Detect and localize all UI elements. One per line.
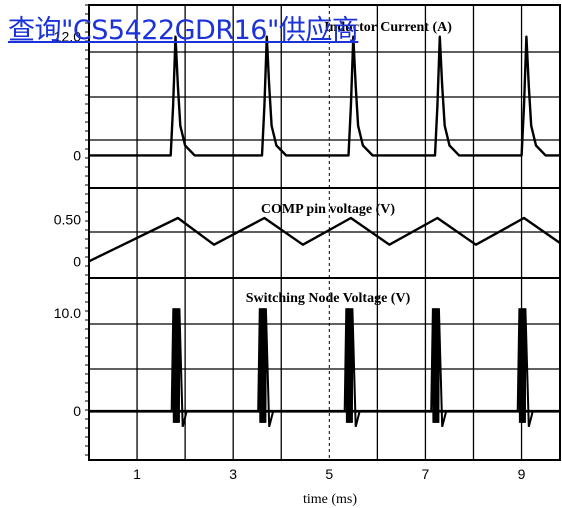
- switching-burst: [516, 308, 534, 428]
- x-tick-label: 3: [229, 466, 237, 482]
- series-line: [89, 35, 560, 157]
- burst-fill: [259, 308, 266, 423]
- x-tick-label: 9: [518, 466, 526, 482]
- y-tick-label: 0: [73, 147, 81, 163]
- x-tick-label: 7: [422, 466, 430, 482]
- panel-title: Switching Node Voltage (V): [246, 291, 411, 306]
- y-tick-label: 10.0: [54, 305, 81, 321]
- switching-burst: [257, 308, 275, 428]
- switching-burst: [430, 308, 448, 428]
- x-tick-label: 1: [133, 466, 141, 482]
- switching-burst: [170, 308, 188, 428]
- supplier-query-link[interactable]: 查询"CS5422GDR16"供应商: [8, 15, 359, 46]
- burst-fill: [173, 308, 180, 423]
- switching-burst: [343, 308, 361, 428]
- y-tick-label: 0.50: [54, 212, 81, 228]
- x-axis-label: time (ms): [303, 492, 357, 507]
- burst-fill: [346, 308, 353, 423]
- y-tick-label: 0: [73, 403, 81, 419]
- panel-title: Inductor Current (A): [324, 20, 452, 35]
- traces: [88, 35, 561, 428]
- y-tick-label: 0: [73, 253, 81, 269]
- x-tick-label: 5: [325, 466, 333, 482]
- labels: Inductor Current (A) 12.0 0 COMP pin voltag…: [54, 20, 526, 507]
- burst-fill: [519, 308, 526, 423]
- panel-title: COMP pin voltage (V): [261, 202, 395, 217]
- burst-fill: [432, 308, 439, 423]
- series-line: [88, 216, 561, 263]
- y-tick-label: 12.0: [54, 29, 81, 45]
